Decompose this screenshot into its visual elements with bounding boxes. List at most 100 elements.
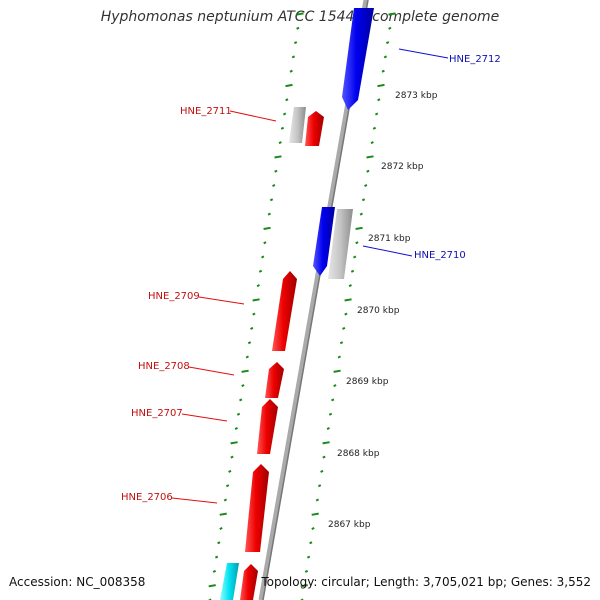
gene-label-hne-2711[interactable]: HNE_2711 (180, 106, 232, 117)
ruler-tick (388, 26, 392, 30)
ruler-tick (355, 241, 359, 245)
ruler-tick (252, 312, 256, 316)
gene-hne-2711-neighbor[interactable] (289, 107, 306, 143)
gene-bottom-cyan[interactable] (220, 563, 239, 600)
topology-value: circular (321, 575, 366, 589)
ruler-tick (326, 427, 330, 430)
ruler-tick (258, 269, 263, 273)
genome-summary: Topology: circular; Length: 3,705,021 bp… (261, 575, 591, 589)
ruler-tick (267, 212, 271, 216)
ruler-tick (355, 226, 363, 230)
gene-hne-2707[interactable] (257, 399, 278, 454)
ruler-tick (339, 341, 344, 345)
ruler-tick (388, 12, 396, 16)
ruler-tick (317, 484, 322, 488)
ruler-tick (280, 126, 285, 130)
gene-hne-2711[interactable] (305, 111, 324, 146)
ruler-tick (311, 512, 319, 516)
gene-hne-2709[interactable] (272, 271, 297, 351)
ruler-tick (278, 141, 282, 145)
leader-line (188, 366, 235, 376)
ruler-tick (293, 41, 298, 45)
gene-bottom-red[interactable] (240, 564, 258, 600)
ruler-tick (320, 469, 324, 473)
genes-value: 3,552 (556, 575, 591, 589)
gene-feature[interactable] (289, 107, 306, 143)
gene-label-hne-2710[interactable]: HNE_2710 (414, 250, 466, 261)
gene-hne-2712[interactable] (342, 8, 374, 110)
gene-hne-2710[interactable] (313, 207, 353, 279)
ruler-tick (309, 541, 313, 545)
ruler-label: 2873 kbp (395, 91, 438, 101)
length-value: 3,705,021 bp (422, 575, 503, 589)
map-title: Hyphomonas neptunium ATCC 15444, complet… (100, 9, 500, 25)
ruler-tick (322, 441, 330, 445)
ruler-tick (304, 569, 309, 573)
gene-label-hne-2707[interactable]: HNE_2707 (131, 408, 183, 419)
leader-line (229, 110, 277, 122)
genes-label: Genes: (510, 575, 553, 589)
ruler-tick (212, 569, 217, 573)
ruler-tick (241, 384, 245, 388)
ruler-tick (306, 555, 311, 559)
ruler-tick (300, 584, 308, 588)
gene-feature[interactable] (240, 564, 258, 600)
ruler-tick (230, 455, 234, 459)
ruler-tick (285, 83, 293, 88)
gene-feature[interactable] (272, 271, 297, 351)
ruler-label: 2867 kbp (328, 520, 371, 530)
ruler-tick (289, 69, 293, 73)
ruler-tick (225, 484, 230, 488)
gene-feature[interactable] (342, 8, 374, 110)
accession-info: Accession: NC_008358 (9, 575, 145, 589)
ruler-tick (374, 112, 379, 116)
gene-feature[interactable] (257, 399, 278, 454)
ruler-tick (370, 141, 374, 145)
ruler-label: 2869 kbp (346, 377, 389, 387)
ruler-tick (228, 469, 232, 473)
ruler-tick (245, 355, 249, 359)
ruler-tick (234, 427, 238, 430)
gene-feature[interactable] (313, 207, 335, 276)
ruler-tick (322, 455, 326, 459)
ruler-label: 2872 kbp (381, 162, 424, 172)
ruler-tick (252, 298, 260, 302)
gene-feature[interactable] (245, 464, 269, 552)
ruler-tick (328, 412, 333, 416)
ruler-tick (236, 412, 241, 416)
ruler-tick (333, 369, 341, 373)
ruler-tick (353, 255, 357, 259)
ruler-tick (282, 112, 287, 116)
ruler-tick (296, 12, 304, 16)
ruler-label: 2870 kbp (357, 306, 400, 316)
ruler-tick (344, 312, 348, 316)
ruler-tick (296, 26, 300, 30)
gene-feature[interactable] (328, 209, 353, 279)
ruler-tick (333, 384, 337, 388)
gene-label-hne-2706[interactable]: HNE_2706 (121, 492, 173, 503)
leader-line (181, 413, 228, 422)
ruler-tick (269, 198, 274, 202)
gene-hne-2706[interactable] (245, 464, 269, 552)
topology-label: Topology: (261, 575, 318, 589)
ruler-tick (385, 41, 390, 45)
gene-label-hne-2708[interactable]: HNE_2708 (138, 361, 190, 372)
ruler-tick (331, 398, 335, 402)
ruler-tick (381, 69, 385, 73)
gene-label-hne-2712[interactable]: HNE_2712 (449, 54, 501, 65)
leader-line (398, 48, 449, 59)
gene-feature[interactable] (220, 563, 239, 600)
gene-hne-2708[interactable] (265, 362, 284, 398)
ruler-tick (241, 369, 249, 373)
gene-feature[interactable] (265, 362, 284, 398)
left-tick-track (208, 12, 304, 600)
ruler-tick (344, 298, 352, 302)
ruler-tick (364, 184, 368, 187)
ruler-tick (342, 326, 346, 330)
ruler-tick (208, 584, 216, 588)
ruler-label: 2868 kbp (337, 449, 380, 459)
gene-label-hne-2709[interactable]: HNE_2709 (148, 291, 200, 302)
gene-feature[interactable] (305, 111, 324, 146)
ruler-tick (256, 284, 260, 288)
